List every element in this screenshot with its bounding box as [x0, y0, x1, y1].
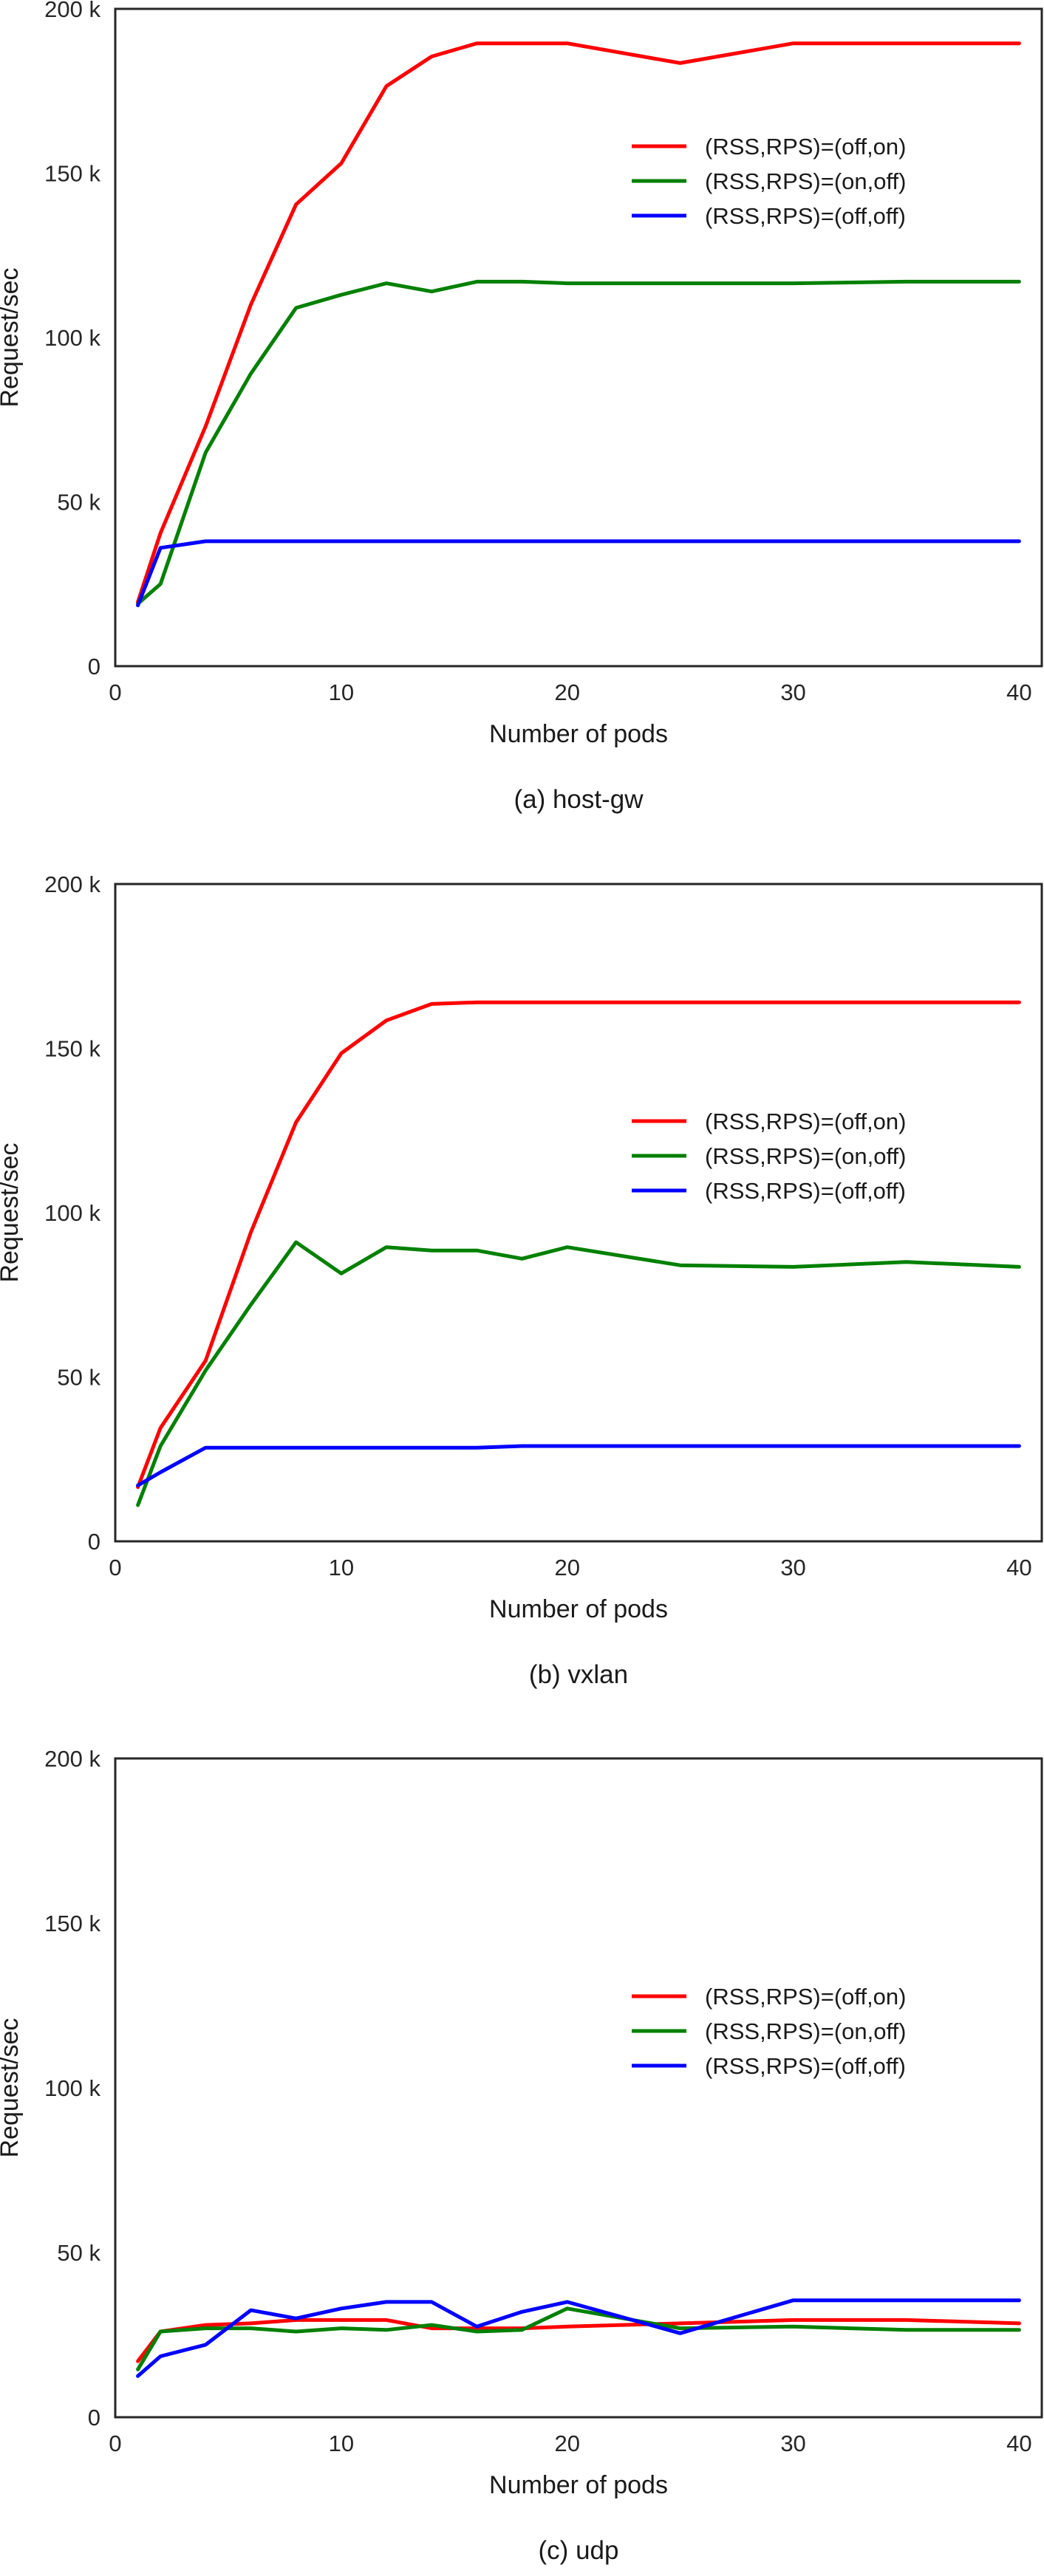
- legend-label-3: (RSS,RPS)=(off,off): [705, 2053, 906, 2079]
- plot-frame: [114, 883, 1043, 1543]
- y-tick-label: 150 k: [44, 1036, 100, 1062]
- legend-label-3: (RSS,RPS)=(off,off): [705, 1178, 906, 1204]
- x-tick-label: 0: [109, 1555, 121, 1580]
- x-tick-label: 0: [109, 679, 121, 705]
- x-tick-label: 40: [1006, 1555, 1031, 1580]
- x-tick-label: 40: [1006, 2431, 1031, 2456]
- panel-caption: (c) udp: [539, 2536, 619, 2565]
- x-tick-label: 0: [109, 2431, 121, 2456]
- x-tick-label: 10: [329, 1555, 354, 1580]
- chart-panel-2: 0 50 k 100 k 150 k 200 k 0 10 20 30 40 Number of p…: [0, 871, 1043, 1689]
- y-tick-label: 100 k: [44, 325, 100, 351]
- x-axis-label: Number of pods: [489, 1595, 668, 1623]
- series-line-2: [136, 1240, 1021, 1507]
- legend-label-1: (RSS,RPS)=(off,on): [705, 1109, 907, 1134]
- y-tick-label: 200 k: [44, 871, 100, 897]
- x-tick-label: 10: [329, 679, 354, 705]
- y-tick-label: 50 k: [57, 490, 100, 515]
- chart-panel-1: 0 50 k 100 k 150 k 200 k 0 10 20 30 40 Number of p…: [0, 0, 1043, 814]
- plot-frame: [114, 7, 1043, 668]
- legend-label-3: (RSS,RPS)=(off,off): [705, 203, 906, 229]
- y-axis-label: Request/sec: [0, 268, 24, 408]
- panel-caption: (b) vxlan: [529, 1660, 628, 1689]
- legend: (RSS,RPS)=(off,on) (RSS,RPS)=(on,off) (RSS…: [632, 1984, 907, 2079]
- legend-label-2: (RSS,RPS)=(on,off): [705, 1143, 907, 1169]
- series-line-1: [136, 41, 1021, 604]
- y-tick-label: 150 k: [44, 161, 100, 187]
- x-tick-label: 20: [554, 1555, 579, 1580]
- x-tick-label: 40: [1006, 679, 1031, 705]
- y-tick-label: 100 k: [44, 2075, 100, 2101]
- legend-label-1: (RSS,RPS)=(off,on): [705, 1984, 907, 2010]
- series-line-1: [136, 1000, 1021, 1490]
- y-tick-label: 0: [88, 2405, 100, 2431]
- legend: (RSS,RPS)=(off,on) (RSS,RPS)=(on,off) (RSS…: [632, 1109, 907, 1204]
- x-tick-label: 30: [780, 679, 805, 705]
- x-tick-label: 10: [329, 2431, 354, 2456]
- series-line-3: [136, 2298, 1021, 2378]
- series-line-3: [136, 1444, 1021, 1487]
- x-tick-label: 20: [554, 679, 579, 705]
- y-tick-label: 200 k: [44, 0, 100, 22]
- y-tick-label: 50 k: [57, 2240, 100, 2266]
- series-line-2: [136, 279, 1021, 606]
- y-tick-label: 200 k: [44, 1746, 100, 1772]
- y-axis-label: Request/sec: [0, 2018, 24, 2158]
- series-line-3: [136, 539, 1021, 608]
- y-tick-label: 0: [88, 654, 100, 679]
- y-tick-label: 100 k: [44, 1200, 100, 1226]
- panel-caption: (a) host-gw: [514, 785, 644, 814]
- x-axis-label: Number of pods: [489, 720, 668, 748]
- x-tick-label: 30: [780, 2431, 805, 2456]
- y-tick-label: 0: [88, 1529, 100, 1555]
- x-tick-label: 30: [780, 1555, 805, 1580]
- y-axis-label: Request/sec: [0, 1143, 24, 1283]
- legend-label-1: (RSS,RPS)=(off,on): [705, 134, 907, 160]
- series-line-1: [136, 2318, 1021, 2363]
- legend: (RSS,RPS)=(off,on) (RSS,RPS)=(on,off) (RSS…: [632, 134, 907, 229]
- x-tick-label: 20: [554, 2431, 579, 2456]
- y-tick-label: 150 k: [44, 1911, 100, 1936]
- x-axis-label: Number of pods: [489, 2471, 668, 2499]
- y-tick-label: 50 k: [57, 1365, 100, 1391]
- series-line-2: [136, 2306, 1021, 2371]
- legend-label-2: (RSS,RPS)=(on,off): [705, 2018, 907, 2044]
- legend-label-2: (RSS,RPS)=(on,off): [705, 168, 907, 194]
- chart-panel-3: 0 50 k 100 k 150 k 200 k 0 10 20 30 40 Number of p…: [0, 1746, 1043, 2565]
- plot-frame: [114, 1757, 1043, 2419]
